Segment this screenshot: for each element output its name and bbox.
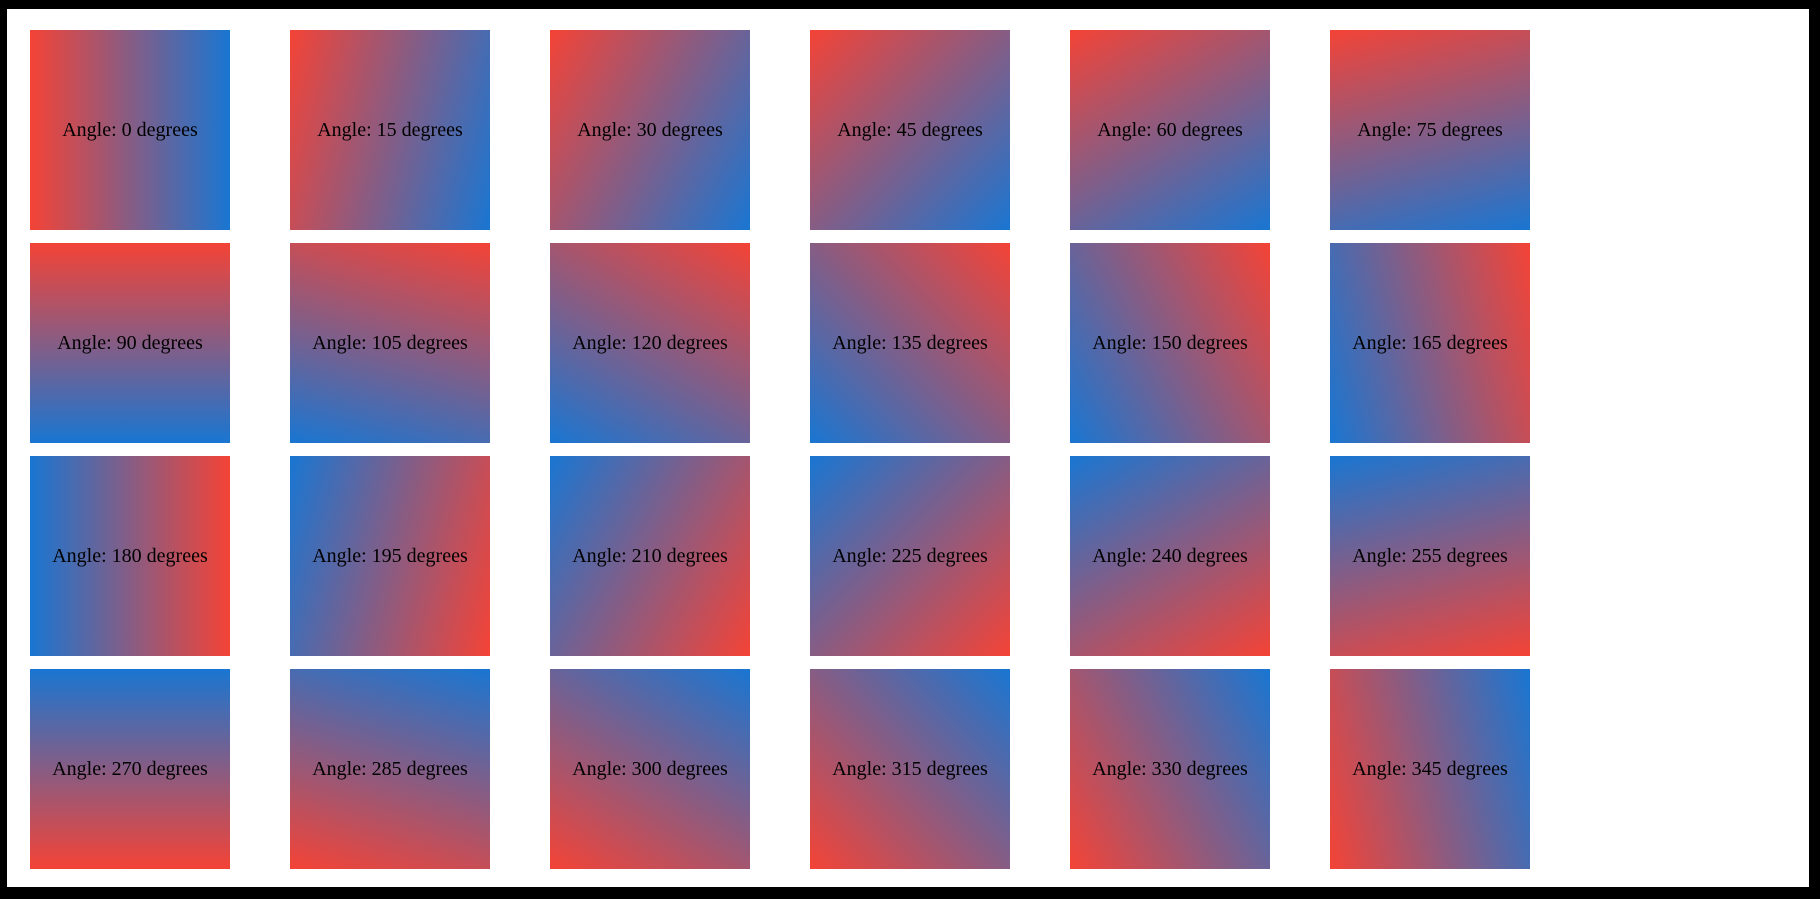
gradient-angle-label: Angle: 120 degrees [572, 332, 728, 354]
gradient-tile: Angle: 285 degrees [290, 669, 490, 869]
gradient-angle-label: Angle: 315 degrees [832, 758, 988, 780]
gradient-tile: Angle: 330 degrees [1070, 669, 1270, 869]
gradient-tile: Angle: 300 degrees [550, 669, 750, 869]
gradient-tile: Angle: 225 degrees [810, 456, 1010, 656]
gradient-angle-label: Angle: 300 degrees [572, 758, 728, 780]
gradient-angle-label: Angle: 270 degrees [52, 758, 208, 780]
gradient-tile: Angle: 165 degrees [1330, 243, 1530, 443]
gradient-angle-label: Angle: 75 degrees [1357, 119, 1503, 141]
gradient-tile: Angle: 315 degrees [810, 669, 1010, 869]
gradient-tile: Angle: 30 degrees [550, 30, 750, 230]
gradient-tile: Angle: 0 degrees [30, 30, 230, 230]
gradient-angle-label: Angle: 225 degrees [832, 545, 988, 567]
gradient-angle-label: Angle: 210 degrees [572, 545, 728, 567]
gradient-tile: Angle: 195 degrees [290, 456, 490, 656]
gradient-angle-label: Angle: 30 degrees [577, 119, 723, 141]
gradient-angle-label: Angle: 330 degrees [1092, 758, 1248, 780]
gradient-angle-label: Angle: 195 degrees [312, 545, 468, 567]
gradient-grid: Angle: 0 degrees Angle: 15 degrees Angle… [30, 30, 1590, 869]
gradient-angle-label: Angle: 255 degrees [1352, 545, 1508, 567]
gradient-tile: Angle: 60 degrees [1070, 30, 1270, 230]
gradient-tile: Angle: 255 degrees [1330, 456, 1530, 656]
gradient-tile: Angle: 120 degrees [550, 243, 750, 443]
gradient-angle-label: Angle: 15 degrees [317, 119, 463, 141]
gradient-angle-label: Angle: 135 degrees [832, 332, 988, 354]
gradient-angle-label: Angle: 0 degrees [62, 119, 198, 141]
gradient-tile: Angle: 180 degrees [30, 456, 230, 656]
gradient-tile: Angle: 240 degrees [1070, 456, 1270, 656]
gradient-angle-label: Angle: 165 degrees [1352, 332, 1508, 354]
gradient-tile: Angle: 45 degrees [810, 30, 1010, 230]
gradient-angle-label: Angle: 60 degrees [1097, 119, 1243, 141]
gradient-angle-label: Angle: 105 degrees [312, 332, 468, 354]
gradient-tile: Angle: 15 degrees [290, 30, 490, 230]
gradient-angle-label: Angle: 240 degrees [1092, 545, 1248, 567]
gradient-tile: Angle: 345 degrees [1330, 669, 1530, 869]
gradient-tile: Angle: 105 degrees [290, 243, 490, 443]
page: Angle: 0 degrees Angle: 15 degrees Angle… [7, 9, 1809, 887]
gradient-angle-label: Angle: 180 degrees [52, 545, 208, 567]
gradient-angle-label: Angle: 345 degrees [1352, 758, 1508, 780]
gradient-tile: Angle: 270 degrees [30, 669, 230, 869]
gradient-tile: Angle: 150 degrees [1070, 243, 1270, 443]
gradient-tile: Angle: 210 degrees [550, 456, 750, 656]
gradient-tile: Angle: 135 degrees [810, 243, 1010, 443]
gradient-angle-label: Angle: 45 degrees [837, 119, 983, 141]
gradient-tile: Angle: 75 degrees [1330, 30, 1530, 230]
gradient-angle-label: Angle: 150 degrees [1092, 332, 1248, 354]
gradient-angle-label: Angle: 90 degrees [57, 332, 203, 354]
gradient-angle-label: Angle: 285 degrees [312, 758, 468, 780]
gradient-tile: Angle: 90 degrees [30, 243, 230, 443]
